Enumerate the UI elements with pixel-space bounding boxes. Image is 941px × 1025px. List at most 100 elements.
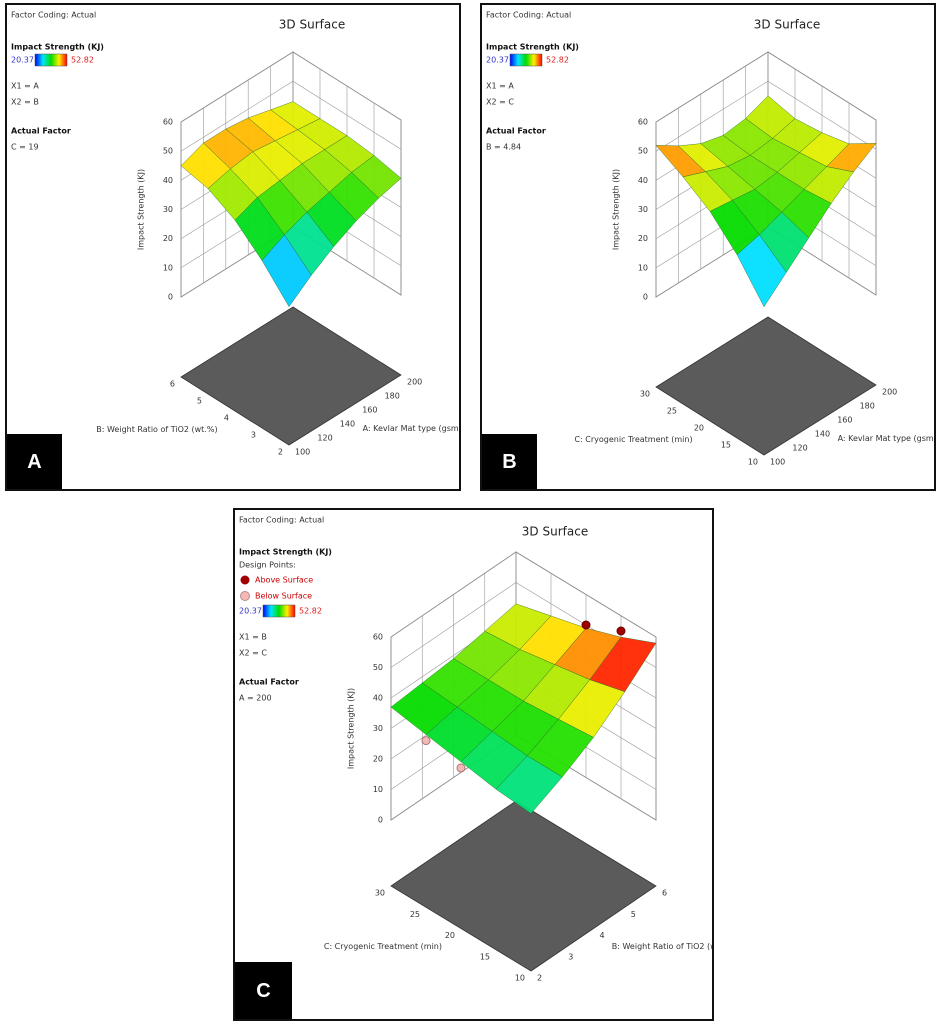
design-points-title: Design Points: (239, 561, 296, 570)
x-axis-title: B: Weight Ratio of TiO2 (wt.%) (612, 942, 712, 951)
x-tick-label: 100 (770, 458, 785, 467)
y-tick-label: 10 (515, 974, 525, 983)
x1-factor: X1 = A (486, 82, 514, 91)
actual-factor: B = 4.84 (486, 143, 521, 152)
design-point (421, 736, 431, 746)
z-tick-label: 60 (638, 118, 648, 127)
z-tick-label: 30 (373, 724, 383, 733)
z-tick-label: 40 (638, 176, 648, 185)
x1-factor: X1 = A (11, 82, 39, 91)
x2-factor: X2 = C (486, 98, 514, 107)
actual-factor-title: Actual Factor (11, 127, 71, 136)
x-tick-label: 160 (837, 416, 852, 425)
response-name: Impact Strength (KJ) (239, 548, 332, 557)
z-tick-label: 30 (163, 205, 173, 214)
y-tick-label: 3 (251, 431, 256, 440)
x2-factor: X2 = B (11, 98, 39, 107)
color-max: 52.82 (71, 56, 94, 65)
z-tick-label: 50 (373, 663, 383, 672)
y-tick-label: 30 (640, 390, 650, 399)
response-name: Impact Strength (KJ) (11, 43, 104, 52)
x-tick-label: 200 (407, 378, 422, 387)
y-tick-label: 5 (197, 397, 202, 406)
y-tick-label: 20 (694, 424, 704, 433)
chart-title: 3D Surface (754, 18, 820, 32)
z-tick-label: 50 (638, 147, 648, 156)
z-axis-title: Impact Strength (KJ) (137, 169, 146, 250)
factor-coding: Factor Coding: Actual (239, 516, 324, 525)
panel: Factor Coding: Actual 3D Surface Impact St… (480, 3, 936, 491)
x-tick-label: 3 (568, 952, 573, 961)
z-tick-label: 60 (163, 118, 173, 127)
y-tick-label: 25 (410, 910, 420, 919)
colorbar (34, 53, 68, 67)
floor (180, 306, 402, 446)
x-tick-label: 4 (600, 931, 605, 940)
x-tick-label: 140 (340, 420, 355, 429)
x-axis-title: A: Kevlar Mat type (gsm) (838, 434, 934, 443)
color-min: 20.37 (11, 56, 34, 65)
legend-above-label: Above Surface (255, 576, 313, 585)
z-tick-label: 20 (373, 755, 383, 764)
z-tick-label: 0 (378, 816, 383, 825)
y-axis-title: B: Weight Ratio of TiO2 (wt.%) (96, 425, 217, 434)
surface-patch (736, 234, 787, 308)
legend-above (240, 575, 250, 585)
z-tick-label: 0 (643, 293, 648, 302)
x-tick-label: 100 (295, 448, 310, 457)
z-tick-label: 10 (163, 263, 173, 272)
color-min: 20.37 (239, 607, 262, 616)
y-axis-title: C: Cryogenic Treatment (min) (324, 942, 442, 951)
y-tick-label: 6 (170, 380, 175, 389)
chart: Factor Coding: Actual 3D Surface Impact St… (7, 11, 459, 489)
z-axis-title: Impact Strength (KJ) (347, 688, 356, 769)
z-tick-label: 20 (638, 234, 648, 243)
z-tick-label: 30 (638, 205, 648, 214)
actual-factor-title: Actual Factor (486, 127, 546, 136)
x-tick-label: 160 (362, 406, 377, 415)
y-tick-label: 30 (375, 889, 385, 898)
y-tick-label: 20 (445, 931, 455, 940)
z-axis-title: Impact Strength (KJ) (612, 169, 621, 250)
chart: Factor Coding: Actual 3D Surface Impact St… (482, 11, 934, 489)
x-tick-label: 6 (662, 889, 667, 898)
x-tick-label: 180 (860, 402, 875, 411)
y-tick-label: 25 (667, 407, 677, 416)
label-box (482, 434, 537, 489)
x-tick-label: 200 (882, 388, 897, 397)
surface-patch (261, 234, 312, 308)
z-tick-label: 50 (163, 147, 173, 156)
color-max: 52.82 (546, 56, 569, 65)
z-tick-label: 10 (373, 785, 383, 794)
y-tick-label: 15 (480, 952, 490, 961)
x1-factor: X1 = B (239, 633, 267, 642)
factor-coding: Factor Coding: Actual (11, 11, 96, 20)
color-min: 20.37 (486, 56, 509, 65)
x-tick-label: 5 (631, 910, 636, 919)
label-box (235, 962, 292, 1019)
panel-label: B (502, 451, 516, 473)
chart-title: 3D Surface (522, 525, 588, 539)
y-tick-label: 10 (748, 458, 758, 467)
panel-label: C (256, 980, 270, 1002)
design-point (581, 620, 591, 630)
z-tick-label: 40 (163, 176, 173, 185)
actual-factor-title: Actual Factor (239, 678, 299, 687)
actual-factor: A = 200 (239, 694, 272, 703)
surface-patch (495, 755, 563, 814)
z-tick-label: 60 (373, 633, 383, 642)
design-point (456, 763, 466, 773)
panel: Factor Coding: Actual 3D Surface Impact St… (5, 3, 461, 491)
y-tick-label: 4 (224, 414, 229, 423)
label-box (7, 434, 62, 489)
legend-below-label: Below Surface (255, 592, 312, 601)
color-max: 52.82 (299, 607, 322, 616)
x2-factor: X2 = C (239, 649, 267, 658)
design-point (616, 626, 626, 636)
panel: Factor Coding: Actual 3D Surface Impact St… (233, 508, 714, 1021)
chart-title: 3D Surface (279, 18, 345, 32)
y-tick-label: 2 (278, 448, 283, 457)
z-tick-label: 20 (163, 234, 173, 243)
x-axis-title: A: Kevlar Mat type (gsm) (363, 424, 459, 433)
